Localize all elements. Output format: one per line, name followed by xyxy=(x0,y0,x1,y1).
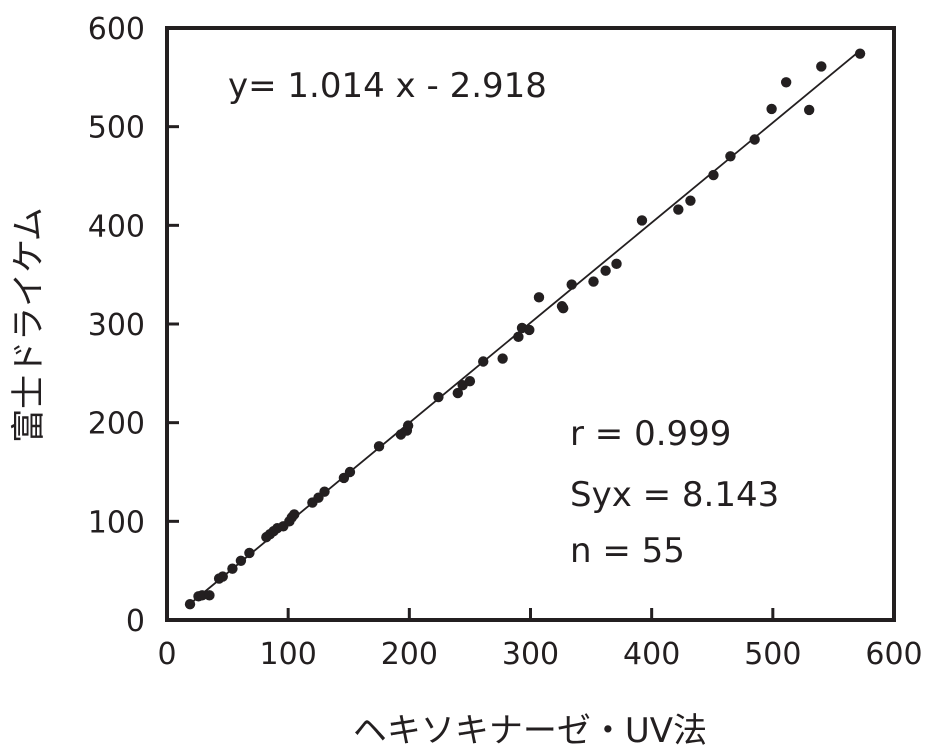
x-tick-label: 100 xyxy=(260,637,317,672)
y-tick-label: 200 xyxy=(88,407,145,442)
y-tick-label: 300 xyxy=(88,308,145,343)
data-point xyxy=(725,151,736,162)
data-point xyxy=(533,292,545,303)
data-point xyxy=(803,104,815,116)
y-tick-label: 0 xyxy=(126,604,145,639)
data-point xyxy=(344,466,356,478)
y-axis-title: 富士ドライケム xyxy=(9,207,49,443)
data-point xyxy=(558,303,569,314)
data-point xyxy=(673,204,684,215)
data-point xyxy=(708,169,719,181)
data-point xyxy=(289,509,300,520)
data-point xyxy=(373,441,385,452)
y-tick-label: 600 xyxy=(88,12,145,47)
data-point xyxy=(227,563,238,574)
data-point xyxy=(588,276,599,287)
data-point xyxy=(685,195,696,206)
x-tick-label: 500 xyxy=(744,637,801,672)
x-axis-title: ヘキソキナーゼ・UV法 xyxy=(353,711,707,751)
data-points xyxy=(184,48,866,610)
data-point xyxy=(478,356,489,367)
regression-equation: y= 1.014 x - 2.918 xyxy=(228,66,547,106)
data-point xyxy=(816,61,827,72)
data-point xyxy=(452,387,463,399)
x-tick-label: 0 xyxy=(157,637,176,672)
data-point xyxy=(611,258,622,270)
data-point xyxy=(196,590,208,601)
y-axis-ticks: 0 100 200 300 400 500 600 xyxy=(88,12,179,639)
data-point xyxy=(636,215,648,226)
stat-n: n = 55 xyxy=(570,531,685,571)
data-point xyxy=(319,486,330,497)
data-point xyxy=(235,555,247,566)
data-point xyxy=(184,599,196,610)
data-point xyxy=(217,571,228,582)
data-point xyxy=(497,353,508,364)
x-tick-label: 300 xyxy=(502,637,559,672)
x-axis-ticks: 0 100 200 300 400 500 600 xyxy=(157,608,923,672)
x-tick-label: 600 xyxy=(865,637,922,672)
x-tick-label: 200 xyxy=(381,637,438,672)
y-tick-label: 500 xyxy=(88,111,145,146)
stat-syx: Syx = 8.143 xyxy=(570,475,779,515)
stat-r: r = 0.999 xyxy=(570,414,731,454)
data-point xyxy=(513,331,524,343)
data-point xyxy=(780,77,792,88)
data-point xyxy=(566,279,577,290)
data-point xyxy=(433,391,444,403)
y-tick-label: 400 xyxy=(88,209,145,244)
data-point xyxy=(854,48,866,59)
x-tick-label: 400 xyxy=(623,637,680,672)
y-tick-label: 100 xyxy=(88,505,145,540)
data-point xyxy=(204,590,215,601)
data-point xyxy=(524,324,535,336)
data-point xyxy=(749,134,760,145)
data-point xyxy=(464,376,476,387)
data-point xyxy=(766,103,777,115)
data-point xyxy=(402,420,414,431)
data-point xyxy=(600,265,611,276)
data-point xyxy=(244,547,255,559)
